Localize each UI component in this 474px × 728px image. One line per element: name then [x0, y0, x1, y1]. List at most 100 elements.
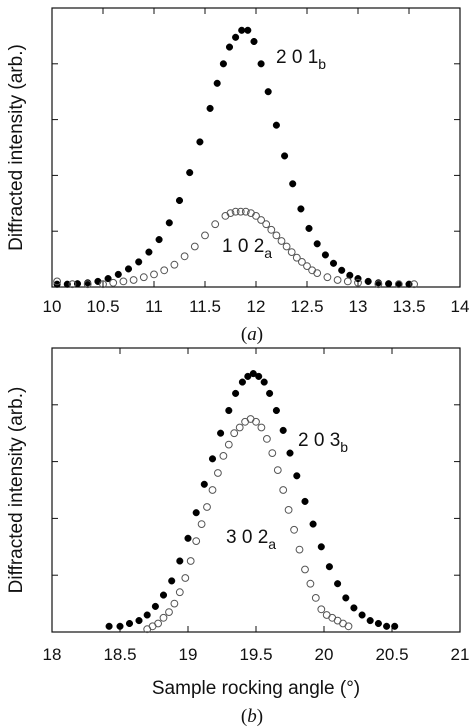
open-data-point — [119, 277, 128, 286]
filled-data-point — [383, 622, 391, 630]
filled-data-point — [297, 205, 305, 213]
open-data-point — [150, 270, 158, 279]
x-tick-label: 10 — [43, 297, 62, 316]
open-data-point — [226, 209, 235, 218]
filled-data-point — [321, 251, 329, 259]
open-data-point — [273, 466, 282, 475]
x-tick-label: 18.5 — [103, 645, 136, 664]
x-tick-label: 11 — [145, 297, 163, 316]
filled-data-point — [208, 455, 217, 463]
open-data-point — [284, 506, 293, 514]
filled-data-point — [175, 196, 184, 205]
y-axis-title: Diffracted intensity (arb.) — [6, 387, 27, 594]
filled-data-point — [329, 259, 338, 267]
open-data-point — [203, 503, 211, 511]
open-data-point — [323, 273, 332, 282]
filled-data-point — [281, 152, 289, 160]
peak-annotation: 3 0 2a — [226, 527, 276, 552]
x-tick-label: 18 — [43, 645, 62, 664]
open-data-point — [208, 486, 217, 494]
filled-data-point — [293, 472, 301, 480]
filled-data-point — [264, 88, 272, 96]
open-data-point — [68, 280, 77, 289]
open-data-point — [262, 220, 271, 229]
open-data-point — [301, 565, 309, 574]
open-data-point — [290, 525, 299, 534]
open-data-point — [181, 574, 190, 582]
peak-annotation: 2 0 3b — [298, 430, 348, 455]
filled-data-point — [358, 611, 366, 619]
open-data-point — [241, 207, 250, 216]
filled-data-point — [255, 372, 263, 380]
open-data-point — [292, 253, 301, 262]
filled-data-point — [225, 406, 233, 415]
filled-data-point — [338, 266, 346, 274]
open-data-point — [214, 469, 222, 477]
filled-data-point — [238, 378, 246, 386]
filled-data-point — [244, 372, 252, 380]
filled-data-point — [135, 258, 143, 266]
open-data-point — [186, 557, 195, 565]
open-data-point — [257, 216, 266, 224]
filled-data-point — [301, 497, 309, 505]
filled-data-point — [238, 26, 246, 34]
open-data-point — [287, 248, 296, 257]
peak-annotation: 1 0 2a — [222, 236, 272, 261]
open-data-point — [282, 242, 291, 251]
x-tick-label: 20 — [315, 645, 334, 664]
filled-data-point — [200, 480, 208, 488]
filled-data-point — [116, 622, 124, 630]
x-tick-label: 10.5 — [86, 297, 119, 316]
filled-data-point — [272, 121, 280, 129]
open-data-point — [221, 212, 230, 220]
open-data-point — [230, 429, 239, 438]
filled-data-point — [317, 543, 325, 551]
filled-data-point — [217, 429, 225, 437]
filled-data-point — [125, 619, 134, 628]
filled-data-point — [309, 520, 317, 528]
filled-data-point — [186, 169, 194, 177]
open-data-point — [160, 266, 169, 275]
filled-data-point — [168, 577, 176, 585]
open-data-point — [231, 207, 240, 216]
open-data-point — [192, 537, 201, 545]
filled-data-point — [196, 138, 204, 146]
filled-data-point — [143, 611, 151, 619]
filled-data-point — [354, 275, 362, 283]
open-data-point — [224, 440, 233, 449]
panel-label: (a) — [241, 324, 263, 345]
open-data-point — [139, 273, 148, 282]
peak-annotation-main: 1 0 2 — [222, 236, 264, 257]
filled-data-point — [184, 534, 192, 542]
x-tick-label: 12 — [247, 297, 266, 316]
open-data-point — [277, 237, 286, 245]
open-data-point — [109, 278, 118, 287]
filled-data-point — [342, 594, 350, 602]
x-tick-label: 11.5 — [189, 297, 221, 316]
filled-data-point — [266, 389, 274, 397]
open-data-point — [211, 220, 220, 229]
open-data-point — [175, 588, 184, 597]
open-data-point — [317, 605, 326, 614]
filled-data-point — [325, 563, 333, 571]
open-data-point — [252, 212, 260, 220]
x-axis-title: Sample rocking angle (°) — [152, 678, 360, 699]
open-data-point — [99, 280, 107, 289]
filled-data-point — [94, 277, 102, 285]
filled-data-point — [250, 37, 258, 46]
open-data-point — [344, 622, 353, 631]
open-data-point — [180, 252, 189, 261]
filled-data-point — [151, 602, 159, 610]
open-data-point — [268, 449, 277, 458]
filled-data-point — [350, 604, 358, 612]
filled-data-point — [272, 406, 280, 415]
open-data-point — [272, 231, 281, 240]
peak-annotation-subscript: b — [340, 439, 348, 455]
filled-data-point — [364, 277, 372, 285]
filled-data-point — [279, 426, 287, 434]
open-data-point — [129, 276, 138, 284]
open-data-point — [267, 225, 276, 234]
filled-data-point — [305, 224, 313, 232]
filled-data-point — [124, 265, 133, 273]
x-tick-label: 12.5 — [290, 297, 323, 316]
